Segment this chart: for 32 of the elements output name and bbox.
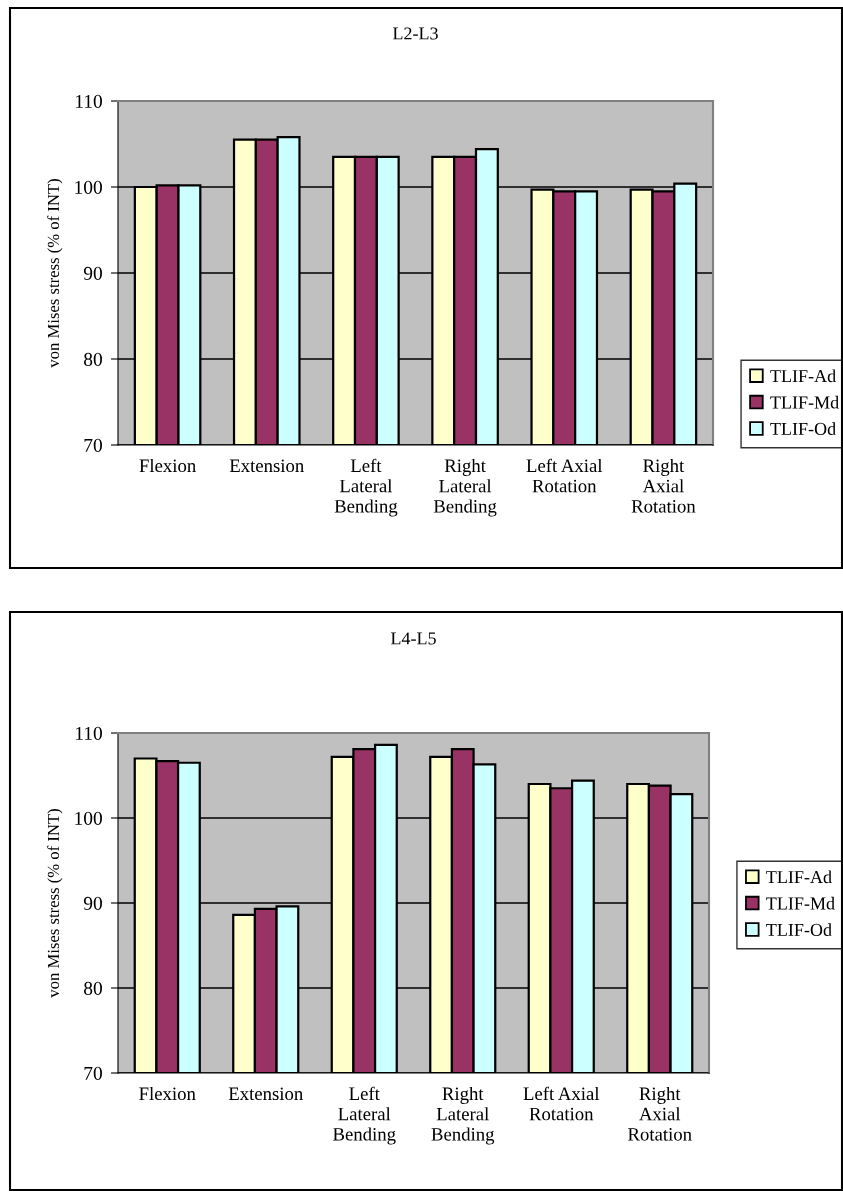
x-tick-label: Left Lateral Bending (333, 1086, 396, 1145)
y-tick-label: 70 (84, 1066, 102, 1080)
x-tick-label: Right Axial Rotation (631, 458, 696, 513)
y-axis-title: von Mises stress (% of INT) (47, 179, 63, 368)
legend-label: TLIF-Od (766, 923, 832, 936)
y-tick-label: 70 (84, 438, 102, 452)
legend-label: TLIF-Md (770, 395, 839, 409)
legend-label: TLIF-Ad (770, 369, 836, 383)
x-tick-label: Right Axial Rotation (628, 1086, 692, 1141)
x-tick-label: Left Lateral Bending (334, 458, 398, 517)
y-tick-label: 100 (75, 811, 102, 825)
y-tick-label: 80 (84, 352, 102, 366)
y-tick-label: 90 (83, 896, 102, 910)
x-tick-label: Left Axial Rotation (523, 1086, 600, 1121)
y-axis-title: von Mises stress (% of INT) (47, 809, 63, 998)
x-tick-label: Right Lateral Bending (433, 458, 497, 517)
x-tick-label: Right Lateral Bending (431, 1086, 495, 1145)
y-tick-label: 110 (76, 726, 102, 740)
x-tick-label: Flexion (139, 1086, 196, 1101)
x-tick-label: Left Axial Rotation (526, 458, 603, 493)
legend-label: TLIF-Md (766, 896, 835, 910)
x-tick-label: Extension (229, 459, 304, 473)
chart-title: L2-L3 (392, 27, 438, 40)
y-tick-label: 90 (83, 266, 102, 280)
x-tick-label: Flexion (139, 458, 196, 473)
y-tick-label: 100 (75, 180, 102, 194)
x-tick-label: Extension (228, 1087, 303, 1101)
chart-title: L4-L5 (390, 632, 436, 645)
legend-label: TLIF-Od (770, 422, 836, 435)
legend-label: TLIF-Ad (766, 870, 832, 884)
y-tick-label: 80 (84, 981, 102, 995)
y-tick-label: 110 (76, 94, 102, 108)
